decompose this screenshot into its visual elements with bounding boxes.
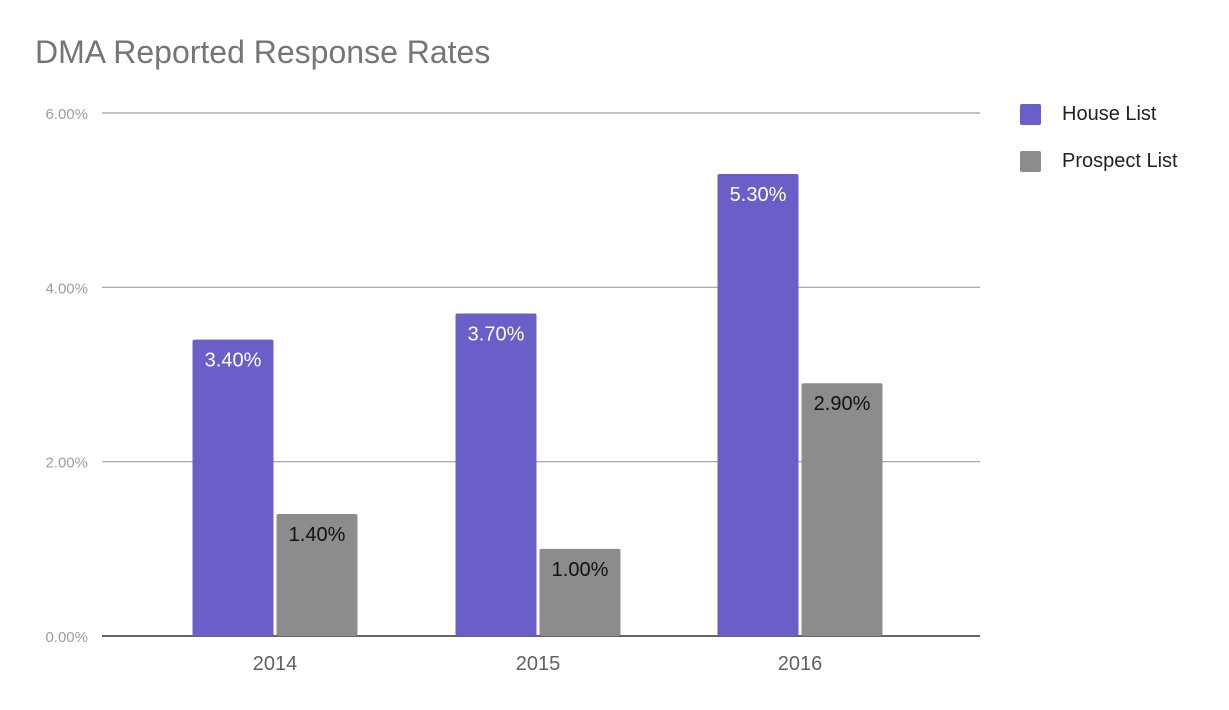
legend-swatch-house-list [1020,104,1041,125]
bar-house-list-2015 [455,313,537,636]
data-label: 3.70% [468,323,525,345]
x-tick-label: 2016 [778,653,823,675]
x-tick-label: 2014 [253,653,298,675]
y-tick-label: 0.00% [45,629,88,646]
data-label: 5.30% [730,184,787,206]
legend-label-house-list: House List [1062,103,1157,125]
chart-title: DMA Reported Response Rates [35,34,491,70]
bar-house-list-2014 [192,339,274,636]
legend-label-prospect-list: Prospect List [1062,150,1178,172]
data-label: 3.40% [205,350,262,372]
bar-house-list-2016 [717,174,799,636]
x-tick-label: 2015 [516,653,561,675]
legend-swatch-prospect-list [1020,151,1041,172]
data-label: 1.40% [289,524,346,546]
bar-prospect-list-2015 [539,548,621,636]
bar-prospect-list-2016 [801,383,883,636]
y-tick-label: 2.00% [45,455,88,472]
y-tick-label: 4.00% [45,280,88,297]
y-tick-label: 6.00% [45,106,88,123]
data-label: 1.00% [552,559,609,581]
bar-prospect-list-2014 [276,513,358,636]
data-label: 2.90% [814,393,871,415]
